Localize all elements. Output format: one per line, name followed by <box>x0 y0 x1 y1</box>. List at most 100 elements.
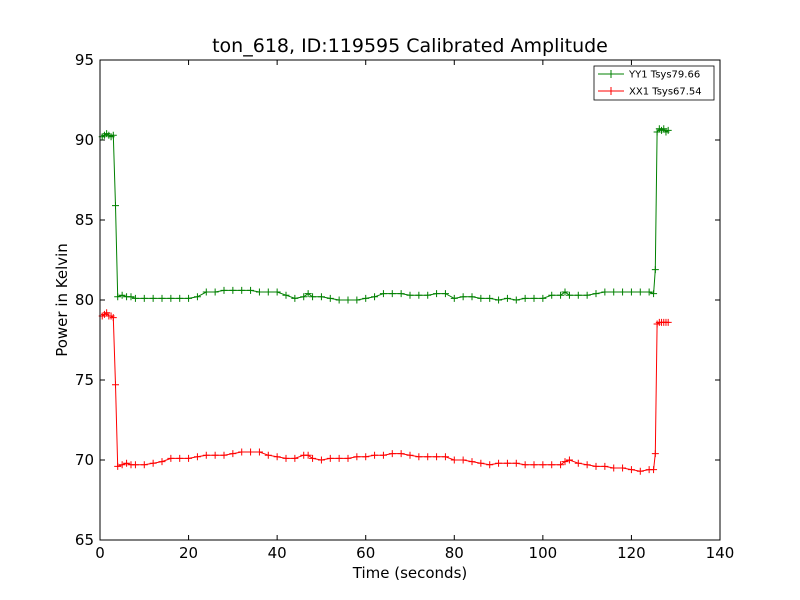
data-point <box>229 286 237 294</box>
data-point <box>530 461 538 469</box>
x-tick-label: 140 <box>706 544 735 562</box>
legend-marker-1 <box>607 87 615 95</box>
data-point <box>459 456 467 464</box>
data-point <box>247 448 255 456</box>
data-point <box>468 293 476 301</box>
data-point <box>548 461 556 469</box>
x-tick-label: 40 <box>268 544 287 562</box>
data-point <box>282 291 290 299</box>
chart-title: ton_618, ID:119595 Calibrated Amplitude <box>212 35 608 57</box>
x-axis-label: Time (seconds) <box>352 564 468 582</box>
data-point <box>255 448 263 456</box>
data-point <box>335 454 343 462</box>
data-point <box>521 461 529 469</box>
series-layer <box>98 125 672 475</box>
data-point <box>158 458 166 466</box>
data-point <box>238 448 246 456</box>
data-point <box>650 466 658 474</box>
data-point <box>371 293 379 301</box>
axis-ticks <box>99 59 721 541</box>
data-point <box>503 294 511 302</box>
data-point <box>326 454 334 462</box>
data-point <box>415 291 423 299</box>
legend-marker-0 <box>607 70 615 78</box>
data-point <box>255 288 263 296</box>
data-point <box>304 451 312 459</box>
data-point <box>397 290 405 298</box>
data-point <box>131 461 139 469</box>
series-0 <box>98 125 672 304</box>
data-point <box>309 454 317 462</box>
data-point <box>565 456 573 464</box>
data-point <box>557 291 565 299</box>
data-point <box>645 288 653 296</box>
data-point <box>167 294 175 302</box>
data-point <box>167 454 175 462</box>
plot-frame <box>99 59 721 541</box>
data-point <box>176 294 184 302</box>
data-point <box>264 288 272 296</box>
data-point <box>388 290 396 298</box>
data-point <box>247 286 255 294</box>
data-point <box>450 456 458 464</box>
data-point <box>548 291 556 299</box>
data-point <box>477 294 485 302</box>
legend-label-0: YY1 Tsys79.66 <box>628 70 700 81</box>
data-point <box>477 459 485 467</box>
data-point <box>619 464 627 472</box>
data-point <box>202 288 210 296</box>
series-line-0 <box>101 128 669 301</box>
x-tick-label: 0 <box>95 544 105 562</box>
data-point <box>495 296 503 304</box>
data-point <box>273 288 281 296</box>
data-point <box>664 126 672 134</box>
data-point <box>118 461 126 469</box>
data-point <box>114 462 122 470</box>
data-point <box>583 291 591 299</box>
data-point <box>193 293 201 301</box>
data-point <box>539 294 547 302</box>
data-point <box>211 288 219 296</box>
data-point <box>176 454 184 462</box>
data-point <box>503 459 511 467</box>
data-point <box>140 294 148 302</box>
data-point <box>300 293 308 301</box>
data-point <box>601 288 609 296</box>
data-point <box>619 288 627 296</box>
x-tick-label: 100 <box>529 544 558 562</box>
data-point <box>291 454 299 462</box>
data-point <box>561 458 569 466</box>
data-point <box>109 314 117 322</box>
data-point <box>592 290 600 298</box>
data-point <box>651 450 659 458</box>
data-point <box>317 456 325 464</box>
y-tick-label: 90 <box>75 131 94 149</box>
data-point <box>651 266 659 274</box>
data-point <box>406 451 414 459</box>
data-point <box>459 293 467 301</box>
data-point <box>220 286 228 294</box>
data-point <box>450 294 458 302</box>
y-axis-label: Power in Kelvin <box>53 243 71 357</box>
y-tick-label: 70 <box>75 451 94 469</box>
data-point <box>185 454 193 462</box>
data-point <box>424 291 432 299</box>
data-point <box>388 450 396 458</box>
series-1 <box>98 309 672 475</box>
data-point <box>309 293 317 301</box>
data-point <box>424 453 432 461</box>
data-point <box>512 296 520 304</box>
data-point <box>211 451 219 459</box>
data-point <box>379 290 387 298</box>
x-tick-label: 120 <box>617 544 646 562</box>
data-point <box>650 290 658 298</box>
data-point <box>202 451 210 459</box>
series-line-1 <box>101 312 669 472</box>
data-point <box>362 453 370 461</box>
data-point <box>530 294 538 302</box>
data-point <box>486 461 494 469</box>
data-point <box>238 286 246 294</box>
x-tick-label: 20 <box>179 544 198 562</box>
data-point <box>664 318 672 326</box>
data-point <box>565 291 573 299</box>
